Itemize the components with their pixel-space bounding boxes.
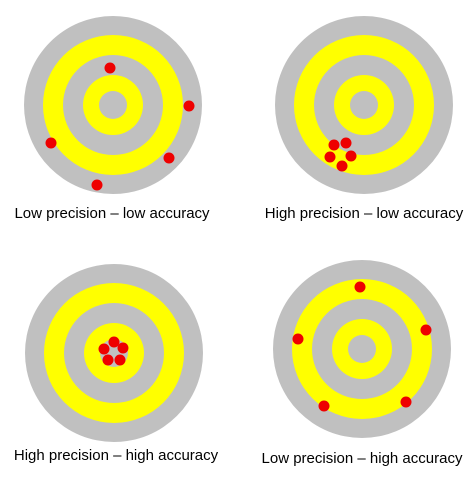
shot-marker <box>45 137 57 149</box>
shot-marker <box>102 354 114 366</box>
target-low-precision-high-accuracy: Low precision – high accuracy <box>262 260 463 467</box>
shot-marker <box>104 62 116 74</box>
shot-marker <box>91 179 103 191</box>
shot-marker <box>318 400 330 412</box>
shot-marker <box>345 150 357 162</box>
shot-marker <box>183 100 195 112</box>
target-caption: High precision – low accuracy <box>265 205 464 222</box>
shot-marker <box>400 396 412 408</box>
bullseye <box>350 91 378 119</box>
shot-marker <box>114 354 126 366</box>
target-high-precision-high-accuracy: High precision – high accuracy <box>14 264 219 464</box>
bullseye <box>99 91 127 119</box>
target-caption: Low precision – high accuracy <box>262 450 463 467</box>
target-high-precision-low-accuracy: High precision – low accuracy <box>265 16 464 222</box>
shot-marker <box>354 281 366 293</box>
shot-marker <box>108 336 120 348</box>
target-low-precision-low-accuracy: Low precision – low accuracy <box>14 16 210 222</box>
shot-marker <box>117 342 129 354</box>
shot-marker <box>292 333 304 345</box>
target-caption: Low precision – low accuracy <box>14 205 210 222</box>
shot-marker <box>98 343 110 355</box>
bullseye <box>348 335 376 363</box>
shot-marker <box>163 152 175 164</box>
shot-marker <box>336 160 348 172</box>
shot-marker <box>324 151 336 163</box>
target-caption: High precision – high accuracy <box>14 447 219 464</box>
shot-marker <box>420 324 432 336</box>
shot-marker <box>340 137 352 149</box>
shot-marker <box>328 139 340 151</box>
